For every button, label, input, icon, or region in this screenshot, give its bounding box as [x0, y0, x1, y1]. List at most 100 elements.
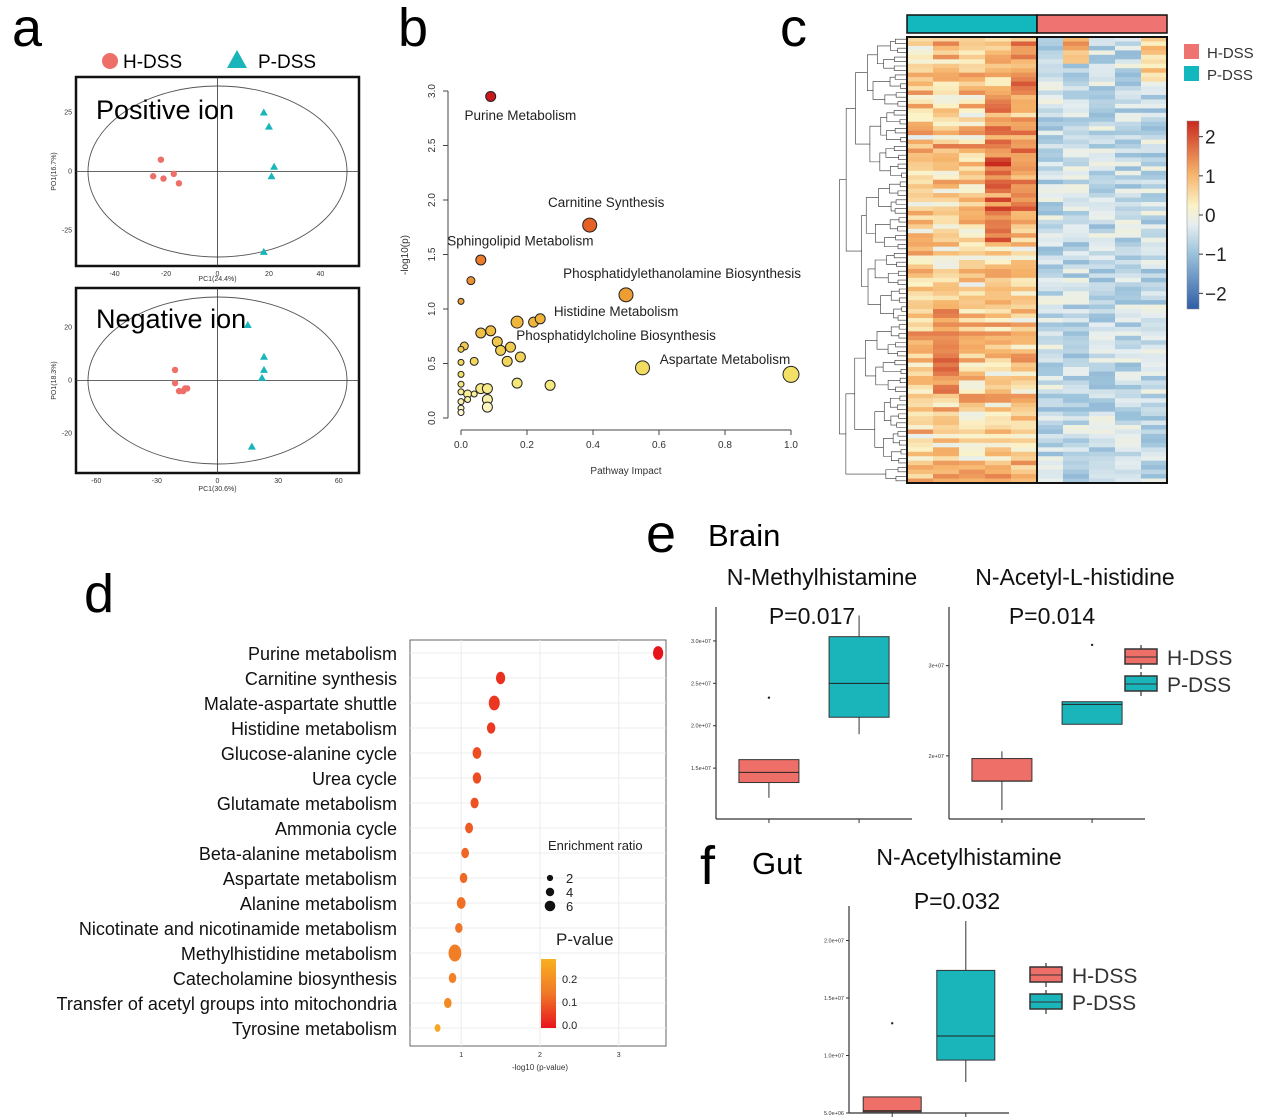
- heatmap-cell: [1037, 68, 1064, 74]
- heatmap-cell: [907, 425, 934, 430]
- heatmap-cell: [907, 233, 934, 239]
- heatmap-cell: [985, 59, 1012, 65]
- heatmap-cell: [1011, 54, 1038, 60]
- pca-point-p-dss: [264, 122, 273, 130]
- heatmap-cell: [1063, 233, 1090, 239]
- heatmap-cell: [907, 170, 934, 176]
- boxplot-title: N-Acetyl-L-histidine: [975, 564, 1174, 590]
- heatmap-scale-tick: −1: [1205, 245, 1227, 266]
- heatmap-cell: [1037, 460, 1064, 466]
- heatmap-cell: [1011, 286, 1038, 292]
- dotplot-size-legend-label: 6: [566, 899, 573, 914]
- heatmap-cell: [1037, 54, 1064, 60]
- heatmap-cell: [1011, 438, 1038, 444]
- heatmap-cell: [985, 264, 1012, 270]
- heatmap-cell: [1011, 273, 1038, 279]
- heatmap-cell: [907, 202, 934, 207]
- heatmap-cell: [1037, 429, 1064, 435]
- pca-title: Positive ion: [96, 95, 234, 125]
- heatmap-cell: [1063, 340, 1090, 346]
- heatmap-cell: [1141, 59, 1168, 65]
- heatmap-cell: [1037, 206, 1064, 212]
- heatmap-cell: [985, 384, 1012, 390]
- heatmap-cell: [933, 215, 960, 221]
- pca-point-p-dss: [267, 172, 276, 180]
- heatmap-cell: [1089, 77, 1116, 82]
- boxplot-y-tick: 2.0e+07: [824, 939, 844, 945]
- heatmap-cell: [1037, 433, 1064, 439]
- heatmap-cell: [985, 358, 1012, 363]
- heatmap-cell: [1115, 99, 1142, 105]
- heatmap-cell: [1089, 202, 1116, 207]
- heatmap-cell: [985, 474, 1012, 479]
- bubble-y-tick: 2.5: [427, 138, 438, 152]
- heatmap-cell: [1063, 393, 1090, 399]
- heatmap-cell: [1037, 251, 1064, 256]
- dotplot-category-label: Purine metabolism: [248, 644, 397, 664]
- pca-point-p-dss: [270, 162, 279, 170]
- heatmap-cell: [1141, 224, 1168, 230]
- heatmap-cell: [1141, 438, 1168, 444]
- heatmap-cell: [1115, 108, 1142, 114]
- heatmap-cell: [907, 349, 934, 355]
- heatmap-cell: [1089, 375, 1116, 381]
- heatmap-cell: [959, 309, 986, 314]
- heatmap-cell: [1011, 161, 1038, 167]
- heatmap-cell: [985, 202, 1012, 207]
- heatmap-cell: [1037, 295, 1064, 301]
- heatmap-cell: [1037, 50, 1064, 56]
- heatmap-cell: [933, 344, 960, 350]
- heatmap-cell: [959, 340, 986, 346]
- dotplot-dot: [472, 747, 482, 759]
- heatmap-cell: [959, 442, 986, 448]
- heatmap-cell: [1115, 37, 1142, 42]
- heatmap-cell: [1115, 380, 1142, 386]
- heatmap-cell: [933, 188, 960, 194]
- heatmap-cell: [1115, 367, 1142, 372]
- heatmap-cell: [1089, 139, 1116, 145]
- heatmap-cell: [1115, 420, 1142, 426]
- heatmap-cell: [933, 416, 960, 421]
- heatmap-scale-tick: −2: [1205, 284, 1227, 305]
- heatmap-cell: [1089, 179, 1116, 185]
- boxplot-y-tick: 1.5e+07: [824, 996, 844, 1002]
- heatmap-cell: [933, 94, 960, 100]
- heatmap-cell: [985, 268, 1012, 274]
- heatmap-cell: [907, 130, 934, 136]
- boxplot-legend-label: P-DSS: [1167, 674, 1231, 697]
- heatmap-cell: [985, 72, 1012, 78]
- heatmap-cell: [1037, 179, 1064, 185]
- heatmap-cell: [985, 447, 1012, 453]
- boxplot-pvalue: P=0.032: [914, 888, 1000, 914]
- heatmap-cell: [907, 331, 934, 337]
- heatmap-cell: [1141, 148, 1168, 154]
- boxplot-box: [862, 1096, 922, 1113]
- heatmap-cell: [1011, 126, 1038, 132]
- heatmap-cell: [985, 433, 1012, 439]
- heatmap-cell: [933, 193, 960, 198]
- heatmap-cell: [959, 335, 986, 341]
- boxplot-n-methylhistamine: N-Methylhistamine P=0.017 3.0e+07 2.5e+07 2.…: [691, 564, 917, 823]
- heatmap-cell: [1089, 103, 1116, 109]
- heatmap-cell: [1037, 451, 1064, 457]
- heatmap-cell: [1141, 237, 1168, 243]
- heatmap-cell: [1063, 313, 1090, 319]
- heatmap-cell: [1089, 246, 1116, 252]
- heatmap-cell: [907, 228, 934, 234]
- heatmap-cell: [985, 469, 1012, 475]
- pca-y-tick: -25: [62, 228, 72, 235]
- heatmap-cell: [985, 237, 1012, 243]
- heatmap-cell: [907, 255, 934, 261]
- heatmap-cell: [1141, 371, 1168, 377]
- heatmap-cell: [985, 68, 1012, 74]
- panel-letter-e: e: [646, 504, 676, 564]
- heatmap-cell: [985, 335, 1012, 341]
- heatmap-cell: [1115, 384, 1142, 390]
- heatmap-cell: [1011, 246, 1038, 252]
- heatmap-cell: [959, 219, 986, 225]
- heatmap-cell: [1037, 86, 1064, 91]
- heatmap-cell: [933, 148, 960, 154]
- heatmap-cell: [1141, 398, 1168, 404]
- heatmap-cell: [1141, 469, 1168, 475]
- heatmap-cell: [1141, 103, 1168, 109]
